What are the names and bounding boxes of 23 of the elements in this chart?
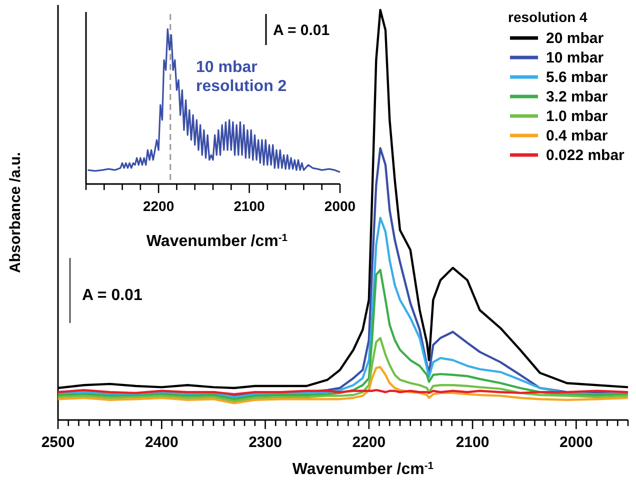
x-tick-label: 2400 [144, 434, 178, 451]
x-tick-label: 2200 [352, 434, 386, 451]
x-tick-label: 2300 [248, 434, 282, 451]
x-tick-label: 2000 [559, 434, 593, 451]
legend-label: 20 mbar [546, 30, 604, 47]
x-axis-title: Wavenumber /cm$^{-1}$ [292, 460, 434, 478]
y-axis-title: Absorbance /a.u. [7, 152, 24, 273]
legend-label: 0.022 mbar [546, 147, 625, 164]
legend-label: 5.6 mbar [546, 69, 608, 86]
annotation: A = 0.01 [273, 22, 330, 39]
x-tick-label: 2100 [234, 198, 266, 214]
annotation: A = 0.01 [82, 287, 142, 304]
x-tick-label: 2200 [142, 198, 174, 214]
legend-label: 3.2 mbar [546, 88, 608, 106]
legend-label: 1.0 mbar [546, 108, 608, 125]
legend-label: 0.4 mbar [546, 128, 608, 144]
x-tick-label: 2000 [324, 198, 356, 214]
x-tick-label: 2100 [456, 434, 490, 451]
legend-title: resolution 4 [508, 9, 588, 25]
x-tick-label: 2500 [41, 434, 75, 451]
x-axis-title: Wavenumber /cm$^{-1}$ [146, 232, 288, 250]
legend-label: 10 mbar [546, 50, 604, 66]
series-label: 10 mbar resolution 2 [196, 59, 287, 95]
